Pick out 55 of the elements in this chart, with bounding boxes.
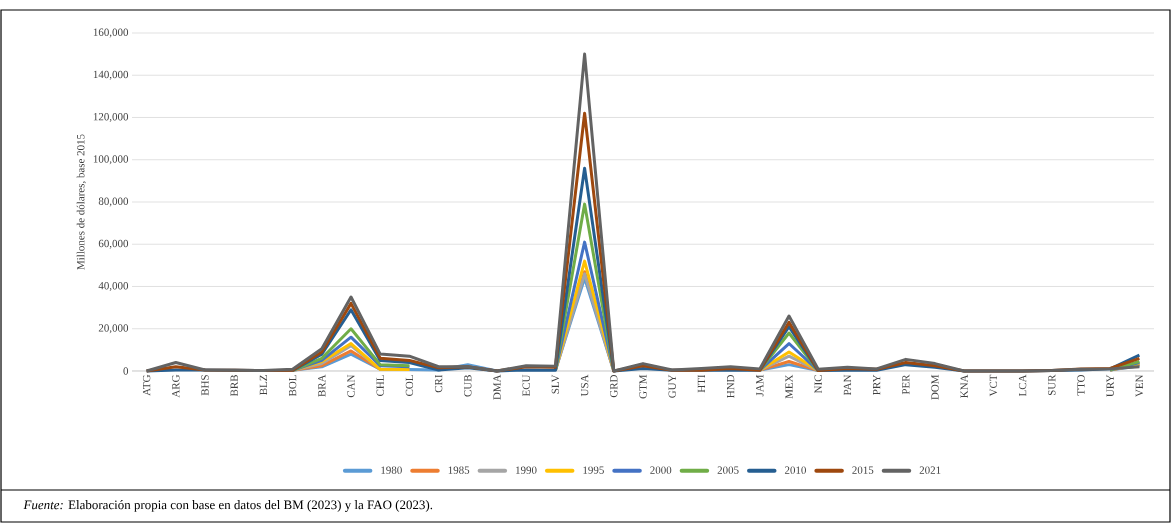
x-tick-label: SLV — [551, 374, 560, 394]
x-tick-label: ARG — [172, 374, 180, 398]
x-tick-label: USA — [580, 374, 589, 397]
x-tick-label: BLZ — [259, 375, 268, 395]
x-tick-label: BRB — [230, 375, 238, 397]
y-tick-label: 100,000 — [93, 155, 129, 165]
x-tick-label: VCT — [989, 374, 998, 397]
x-tick-label: CUB — [464, 375, 472, 397]
x-tick-label: HND — [727, 374, 735, 398]
y-tick-label: 40,000 — [98, 282, 129, 291]
x-tick-label: ECU — [522, 374, 530, 397]
y-tick-label: 120,000 — [93, 113, 129, 122]
x-tick-label: COL — [405, 375, 414, 396]
x-tick-label: URY — [1106, 374, 1114, 397]
legend-label: 2015 — [852, 466, 874, 474]
y-tick-label: 60,000 — [98, 239, 129, 249]
x-tick-label: TTO — [1077, 374, 1085, 396]
x-tick-label: GRD — [610, 374, 618, 398]
x-tick-label: DMA — [493, 374, 501, 400]
legend-label: 1985 — [448, 466, 470, 474]
x-tick-label: GTM — [639, 374, 647, 399]
x-tick-label: ATG — [142, 374, 151, 396]
y-tick-label: 0 — [123, 367, 129, 375]
legend-label: 1995 — [583, 466, 604, 474]
x-tick-label: BHS — [201, 375, 209, 396]
x-tick-label: VEN — [1135, 374, 1144, 397]
y-tick-label: 20,000 — [98, 324, 129, 334]
x-tick-label: CRI — [434, 374, 443, 393]
y-tick-label: 160,000 — [93, 28, 129, 38]
x-tick-label: GUY — [668, 374, 676, 398]
y-tick-label: 140,000 — [93, 70, 129, 80]
x-tick-label: NIC — [814, 375, 822, 394]
legend-label: 2010 — [784, 466, 806, 474]
legend-label: 1980 — [381, 466, 402, 474]
legend-label: 2005 — [717, 466, 739, 474]
y-axis-title: Millones de dólares, base 2015 — [76, 134, 87, 270]
x-tick-label: BRA — [318, 374, 326, 397]
x-tick-label: PAN — [843, 374, 852, 396]
x-tick-label: MEX — [785, 374, 793, 399]
x-tick-label: LCA — [1018, 374, 1027, 397]
x-tick-label: SUR — [1048, 374, 1056, 396]
x-tick-label: DOM — [931, 374, 939, 400]
legend-label: 2021 — [919, 466, 941, 474]
legend-label: 1990 — [516, 466, 537, 474]
legend-label: 2000 — [650, 466, 672, 474]
x-tick-label: PER — [902, 374, 910, 395]
x-tick-label: CHL — [376, 375, 384, 396]
x-tick-label: HTI — [697, 374, 705, 393]
text: Fuente: Elaboración propia con base en datos del BM (2023) y la FAO (2023). — [23, 500, 433, 512]
x-tick-label: PRY — [873, 374, 881, 395]
x-tick-label: KNA — [960, 374, 968, 398]
x-tick-label: CAN — [347, 374, 355, 398]
x-tick-label: JAM — [756, 374, 764, 397]
x-tick-label: BOL — [288, 375, 297, 397]
y-tick-label: 80,000 — [98, 197, 129, 207]
